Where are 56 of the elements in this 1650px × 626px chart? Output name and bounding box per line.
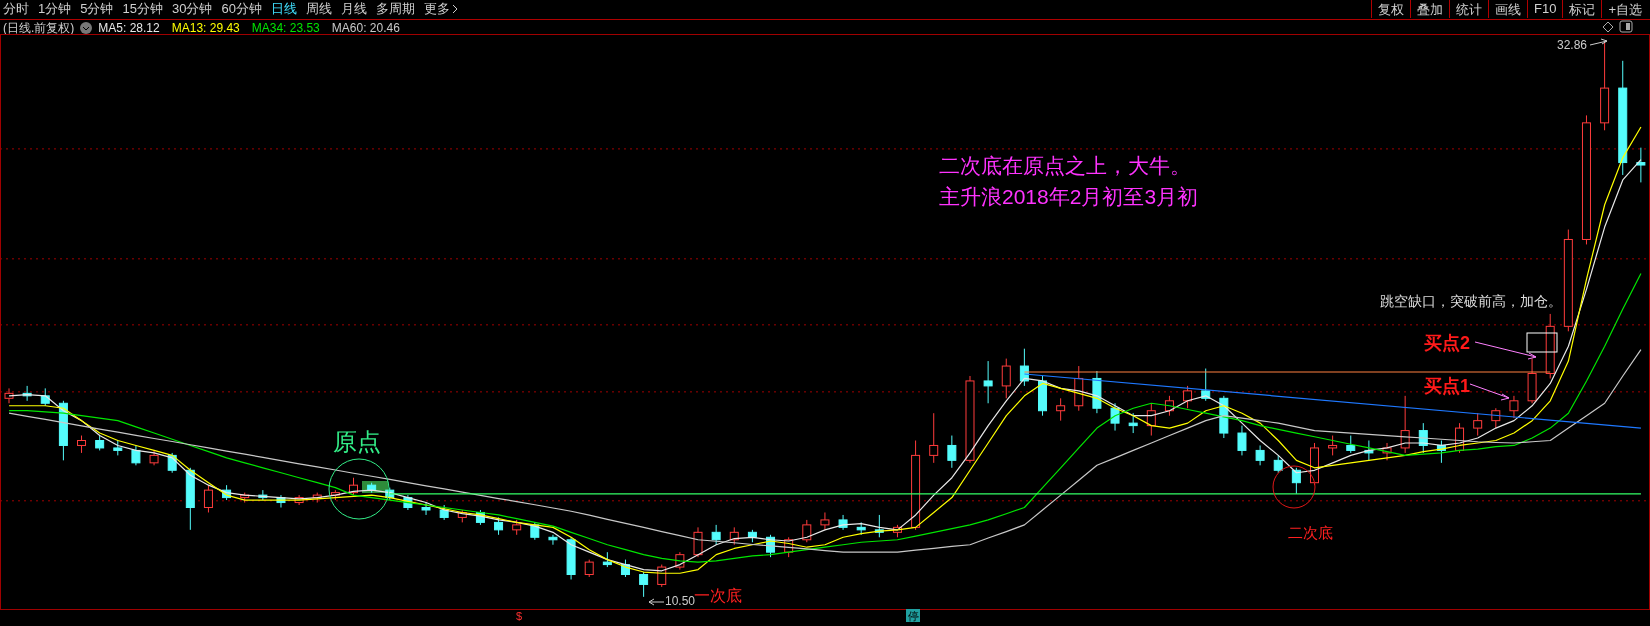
annotation: 二次底 bbox=[1287, 524, 1333, 541]
candlestick bbox=[1636, 147, 1646, 183]
annotation: $ bbox=[515, 610, 523, 622]
candlestick bbox=[947, 435, 957, 469]
candlestick bbox=[929, 412, 939, 464]
annotation: 一次底 bbox=[694, 587, 742, 604]
candlestick bbox=[131, 444, 141, 466]
candlestick bbox=[1255, 444, 1265, 466]
text: MA5: 28.12 bbox=[98, 21, 160, 35]
text: 叠加 bbox=[1410, 0, 1449, 18]
annotation: 原点 bbox=[333, 428, 381, 455]
annotation: 买点1 bbox=[1423, 376, 1471, 396]
text: 更多 bbox=[423, 0, 450, 18]
text: 5分钟 bbox=[80, 0, 114, 18]
text: 分时 bbox=[3, 0, 29, 18]
annotation: 买点2 bbox=[1423, 333, 1471, 353]
annotation: 二次底在原点之上，大牛。 bbox=[939, 154, 1191, 177]
text: 60分钟 bbox=[221, 0, 262, 18]
text: MA34: 23.53 bbox=[251, 21, 320, 35]
text: 多周期 bbox=[375, 0, 415, 18]
candlestick bbox=[1328, 435, 1338, 456]
annotation: 停 bbox=[907, 610, 919, 622]
candlestick bbox=[820, 511, 830, 531]
candlestick bbox=[1128, 412, 1138, 434]
text: 30分钟 bbox=[171, 0, 213, 18]
annotation: 10.50 bbox=[664, 594, 696, 608]
candlestick bbox=[548, 534, 558, 546]
candlestick bbox=[693, 526, 703, 558]
candlestick bbox=[203, 484, 213, 513]
candlestick bbox=[421, 502, 431, 516]
annotation: 主升浪2018年2月初至3月初 bbox=[939, 185, 1199, 208]
text: 1分钟 bbox=[38, 0, 72, 18]
text: 周线 bbox=[305, 0, 332, 18]
text: 统计 bbox=[1449, 0, 1488, 18]
candlestick bbox=[1056, 397, 1066, 422]
candlestick bbox=[4, 387, 14, 404]
text: F10 bbox=[1527, 0, 1563, 18]
text: 15分钟 bbox=[122, 0, 163, 18]
text: 画线 bbox=[1488, 0, 1527, 18]
text: 日线 bbox=[270, 0, 297, 18]
annotation: 跳空缺口，突破前高，加仓。 bbox=[1380, 294, 1562, 309]
candlestick bbox=[1183, 385, 1193, 409]
text: MA60: 20.46 bbox=[331, 21, 400, 35]
text: 标记 bbox=[1562, 0, 1602, 18]
candlestick bbox=[1237, 425, 1247, 456]
text: +自选 bbox=[1601, 0, 1648, 18]
candlestick bbox=[983, 360, 993, 404]
candlestick bbox=[1001, 358, 1011, 399]
text: MA13: 29.43 bbox=[171, 21, 240, 35]
text: 月线 bbox=[340, 0, 367, 18]
annotation: 32.86 bbox=[1556, 38, 1588, 52]
text: 复权 bbox=[1371, 0, 1410, 18]
candlestick bbox=[711, 524, 721, 546]
candlestick bbox=[802, 519, 812, 543]
candlestick bbox=[1473, 412, 1483, 437]
candlestick bbox=[639, 571, 649, 598]
